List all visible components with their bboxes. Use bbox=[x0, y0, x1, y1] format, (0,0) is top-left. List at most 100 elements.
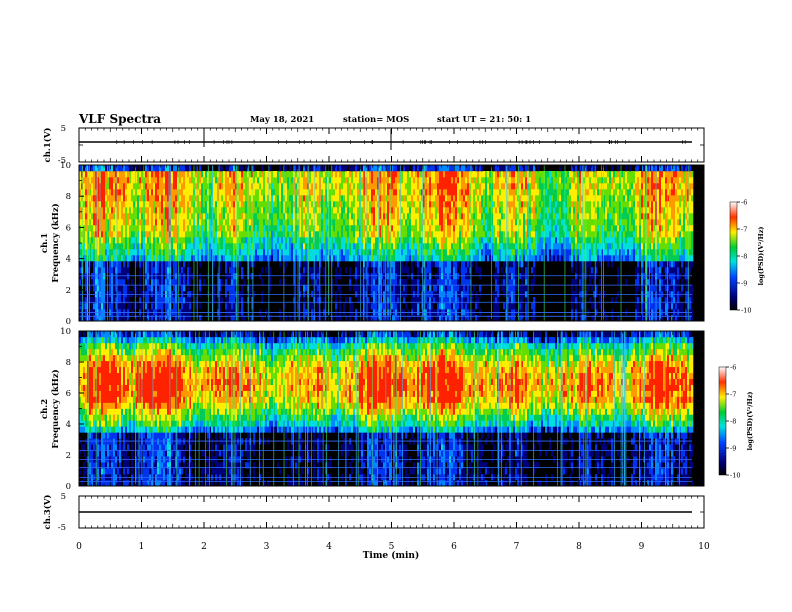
spectrogram-cell bbox=[449, 303, 452, 310]
spectrogram-cell bbox=[367, 267, 370, 274]
spectrogram-cell bbox=[445, 231, 448, 238]
spectrogram-cell bbox=[377, 237, 380, 244]
spectrogram-cell bbox=[225, 243, 228, 250]
spectrogram-cell bbox=[411, 285, 414, 292]
spectrogram-cell bbox=[373, 201, 376, 208]
spectrogram-cell bbox=[347, 177, 350, 184]
spectrogram-cell bbox=[203, 171, 206, 178]
spectrogram-cell bbox=[275, 213, 278, 220]
spectrogram-cell bbox=[115, 285, 118, 292]
spectrogram-cell bbox=[169, 261, 172, 268]
spectrogram-cell bbox=[131, 237, 134, 244]
spectrogram-cell bbox=[89, 201, 92, 208]
spectrogram-cell bbox=[343, 201, 346, 208]
spectrogram-cell bbox=[251, 189, 254, 196]
spectrogram-cell bbox=[363, 201, 366, 208]
spectrogram-cell bbox=[183, 297, 186, 304]
spectrogram-cell bbox=[511, 249, 514, 256]
spectrogram-cell bbox=[373, 207, 376, 214]
spectrogram-cell bbox=[487, 315, 490, 322]
spectrogram-cell bbox=[81, 201, 84, 208]
spectrogram-cell bbox=[349, 315, 352, 322]
spectrogram-cell bbox=[455, 171, 458, 178]
spectrogram-cell bbox=[391, 237, 394, 244]
spectrogram-cell bbox=[241, 213, 244, 220]
spectrogram-cell bbox=[131, 231, 134, 238]
spectrogram-cell bbox=[487, 207, 490, 214]
spectrogram-cell bbox=[269, 279, 272, 286]
spectrogram-cell bbox=[245, 189, 248, 196]
spectrogram-cell bbox=[231, 267, 234, 274]
spectrogram-cell bbox=[161, 249, 164, 256]
spectrogram-cell bbox=[525, 231, 528, 238]
spectrogram-cell bbox=[113, 225, 116, 232]
spectrogram-cell bbox=[445, 279, 448, 286]
spectrogram-cell bbox=[443, 231, 446, 238]
spectrogram-cell bbox=[375, 315, 378, 322]
spectrogram-cell bbox=[289, 201, 292, 208]
spectrogram-cell bbox=[443, 303, 446, 310]
spectrogram-cell bbox=[439, 297, 442, 304]
spectrogram-cell bbox=[151, 207, 154, 214]
spectrogram-cell bbox=[215, 231, 218, 238]
spectrogram-cell bbox=[353, 243, 356, 250]
spectrogram-cell bbox=[243, 201, 246, 208]
spectrogram-cell bbox=[419, 267, 422, 274]
spectrogram-cell bbox=[449, 207, 452, 214]
spectrogram-cell bbox=[335, 237, 338, 244]
spectrogram-cell bbox=[105, 201, 108, 208]
spectrogram-cell bbox=[453, 177, 456, 184]
spectrogram-cell bbox=[465, 261, 468, 268]
spectrogram-cell bbox=[481, 171, 484, 178]
spectrogram-cell bbox=[97, 315, 100, 322]
spectrogram-cell bbox=[303, 297, 306, 304]
spectrogram-cell bbox=[351, 207, 354, 214]
spectrogram-cell bbox=[121, 279, 124, 286]
spectrogram-cell bbox=[395, 303, 398, 310]
spectrogram-cell bbox=[153, 237, 156, 244]
spectrogram-cell bbox=[433, 201, 436, 208]
spectrogram-cell bbox=[513, 261, 516, 268]
spectrogram-cell bbox=[441, 285, 444, 292]
spectrogram-cell bbox=[335, 315, 338, 322]
spectrogram-cell bbox=[305, 231, 308, 238]
spectrogram-cell bbox=[217, 231, 220, 238]
spectrogram-cell bbox=[449, 195, 452, 202]
spectrogram-cell bbox=[363, 303, 366, 310]
spectrogram-cell bbox=[147, 183, 150, 190]
spectrogram-cell bbox=[303, 177, 306, 184]
spectrogram-cell bbox=[441, 237, 444, 244]
spectrogram-cell bbox=[387, 189, 390, 196]
spectrogram-cell bbox=[525, 219, 528, 226]
spectrogram-cell bbox=[295, 171, 298, 178]
spectrogram-cell bbox=[115, 177, 118, 184]
spectrogram-cell bbox=[163, 315, 166, 322]
spectrogram-cell bbox=[353, 231, 356, 238]
spectrogram-cell bbox=[169, 231, 172, 238]
spectrogram-cell bbox=[405, 243, 408, 250]
spectrogram-cell bbox=[175, 219, 178, 226]
spectrogram-cell bbox=[439, 279, 442, 286]
spectrogram-cell bbox=[301, 237, 304, 244]
spectrogram-cell bbox=[425, 201, 428, 208]
spectrogram-cell bbox=[497, 195, 500, 202]
spectrogram-cell bbox=[337, 249, 340, 256]
spectrogram-cell bbox=[219, 237, 222, 244]
spectrogram-cell bbox=[113, 261, 116, 268]
spectrogram-cell bbox=[517, 165, 520, 172]
spectrogram-cell bbox=[371, 303, 374, 310]
spectrogram-cell bbox=[365, 171, 368, 178]
spectrogram-cell bbox=[125, 315, 128, 322]
spectrogram-cell bbox=[415, 183, 418, 190]
spectrogram-cell bbox=[403, 279, 406, 286]
spectrogram-cell bbox=[235, 261, 238, 268]
spectrogram-cell bbox=[81, 207, 84, 214]
spectrogram-cell bbox=[343, 303, 346, 310]
spectrogram-cell bbox=[501, 237, 504, 244]
spectrogram-cell bbox=[153, 285, 156, 292]
spectrogram-cell bbox=[523, 231, 526, 238]
spectrogram-cell bbox=[305, 165, 308, 172]
spectrogram-cell bbox=[333, 195, 336, 202]
spectrogram-cell bbox=[177, 219, 180, 226]
spectrogram-cell bbox=[107, 213, 110, 220]
